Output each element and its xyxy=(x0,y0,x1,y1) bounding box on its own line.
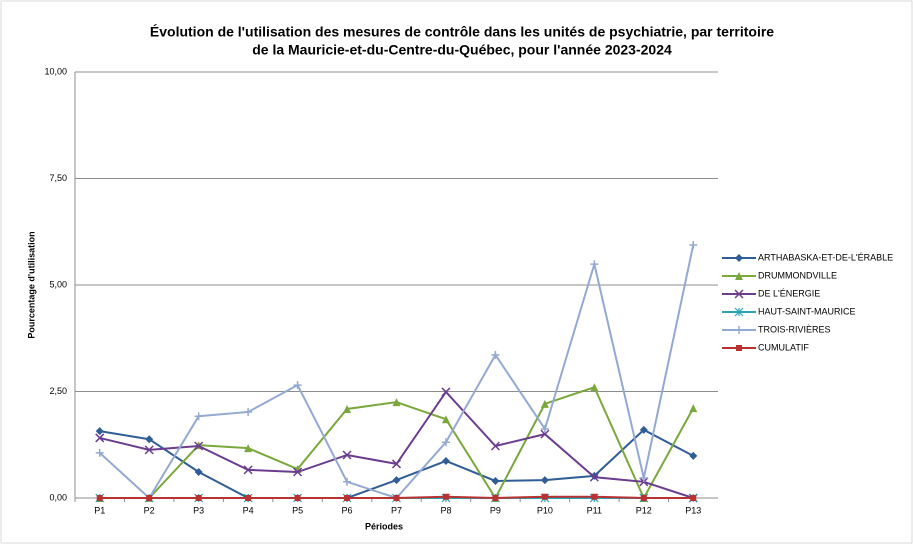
marker xyxy=(244,407,253,416)
x-tick-label: P9 xyxy=(490,505,501,515)
legend-label: TROIS-RIVIÈRES xyxy=(758,324,831,334)
marker xyxy=(735,254,743,262)
marker xyxy=(244,444,253,453)
marker xyxy=(640,495,647,501)
x-tick-label: P7 xyxy=(391,505,402,515)
y-tick-label: 5,00 xyxy=(49,279,67,289)
marker xyxy=(391,459,402,469)
marker xyxy=(195,495,202,501)
marker xyxy=(95,427,104,436)
marker xyxy=(491,350,500,359)
marker xyxy=(441,438,450,447)
marker xyxy=(441,387,451,397)
x-axis-label: Périodes xyxy=(365,521,403,531)
marker xyxy=(392,476,401,485)
marker xyxy=(342,450,352,460)
y-tick-label: 10,00 xyxy=(44,66,67,76)
marker xyxy=(589,472,599,482)
marker xyxy=(145,435,154,444)
marker xyxy=(144,445,154,455)
marker xyxy=(343,404,352,413)
y-tick-label: 7,50 xyxy=(49,173,67,183)
x-tick-label: P12 xyxy=(636,505,652,515)
x-tick-label: P10 xyxy=(537,505,553,515)
chart-title: Évolution de l'utilisation des mesures d… xyxy=(150,24,774,40)
marker xyxy=(541,493,548,500)
marker xyxy=(689,451,698,460)
marker xyxy=(735,326,743,334)
x-tick-label: P5 xyxy=(292,505,303,515)
marker xyxy=(146,495,153,501)
marker xyxy=(690,495,697,501)
marker xyxy=(194,412,203,421)
marker xyxy=(590,383,599,392)
marker xyxy=(491,476,500,485)
marker xyxy=(639,425,648,434)
marker xyxy=(344,495,351,501)
legend-label: HAUT-SAINT-MAURICE xyxy=(758,306,856,316)
marker xyxy=(441,415,450,424)
marker xyxy=(293,467,303,477)
x-tick-label: P11 xyxy=(587,505,602,515)
x-tick-label: P3 xyxy=(193,505,204,515)
marker xyxy=(591,493,598,500)
marker xyxy=(245,495,252,501)
x-tick-label: P4 xyxy=(243,505,254,515)
marker xyxy=(392,398,401,407)
x-tick-label: P8 xyxy=(440,505,451,515)
y-tick-label: 0,00 xyxy=(49,492,67,502)
marker xyxy=(540,476,549,485)
x-tick-label: P1 xyxy=(94,505,105,515)
marker xyxy=(540,399,549,408)
marker xyxy=(442,493,449,500)
marker xyxy=(343,477,352,486)
y-axis-label: Pourcentage d'utilisation xyxy=(26,231,36,338)
marker xyxy=(194,468,203,477)
marker xyxy=(492,495,499,501)
marker xyxy=(96,495,103,501)
marker xyxy=(293,381,302,390)
marker xyxy=(294,495,301,501)
marker xyxy=(590,260,599,269)
legend-label: DE L'ÉNERGIE xyxy=(758,288,820,298)
marker xyxy=(735,272,743,280)
marker xyxy=(95,433,105,443)
marker xyxy=(441,456,450,465)
marker xyxy=(393,495,400,501)
x-tick-label: P6 xyxy=(342,505,353,515)
marker xyxy=(736,345,742,351)
x-tick-label: P2 xyxy=(144,505,155,515)
marker xyxy=(95,448,104,457)
marker xyxy=(734,307,744,317)
marker xyxy=(540,429,550,439)
marker xyxy=(194,441,204,451)
x-tick-label: P13 xyxy=(685,505,701,515)
marker xyxy=(540,424,549,433)
legend-label: DRUMMONDVILLE xyxy=(758,270,837,280)
marker xyxy=(490,441,500,451)
legend-label: ARTHABASKA-ET-DE-L'ÉRABLE xyxy=(758,252,893,262)
legend-label: CUMULATIF xyxy=(758,342,809,352)
marker xyxy=(689,404,698,413)
chart-title: de la Mauricie-et-du-Centre-du-Québec, p… xyxy=(252,42,672,58)
marker xyxy=(689,240,698,249)
marker xyxy=(243,465,253,475)
y-tick-label: 2,50 xyxy=(49,386,67,396)
marker xyxy=(639,473,648,482)
marker xyxy=(734,289,744,299)
